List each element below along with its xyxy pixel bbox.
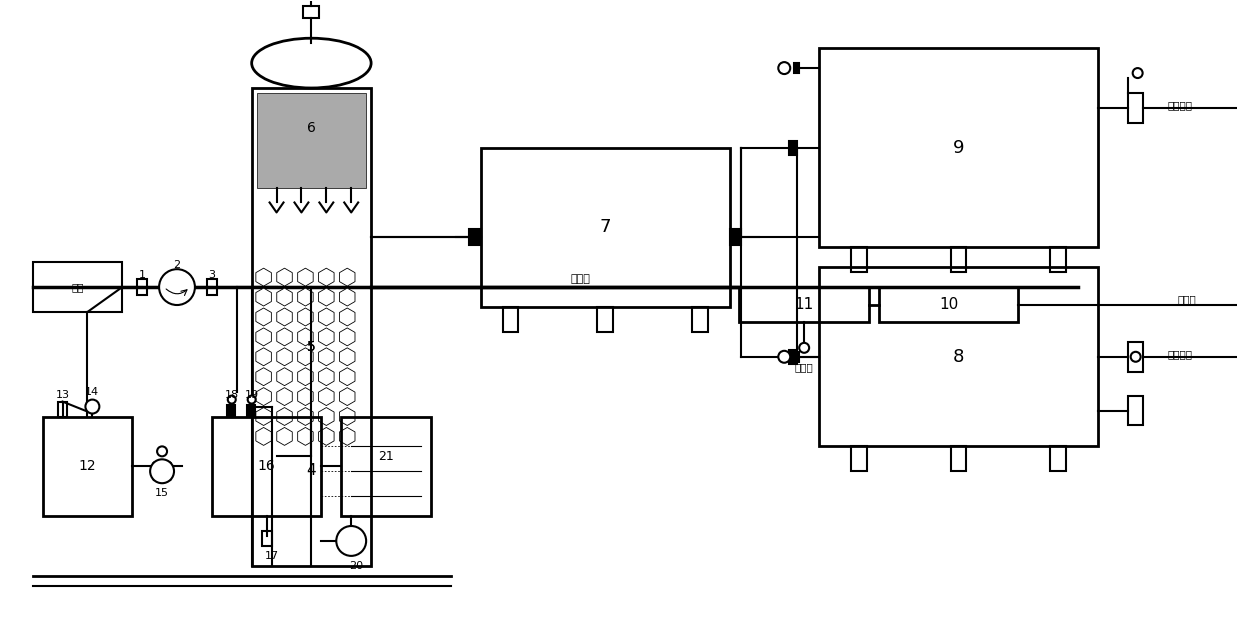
Bar bbox=[257, 93, 366, 188]
Text: 风机: 风机 bbox=[71, 282, 84, 292]
Text: 5: 5 bbox=[308, 340, 316, 354]
Text: 高温蔓汽: 高温蔓汽 bbox=[1168, 349, 1193, 359]
Bar bbox=[1050, 247, 1066, 272]
Bar bbox=[851, 446, 867, 471]
Ellipse shape bbox=[252, 38, 371, 88]
Text: 循环水: 循环水 bbox=[1178, 294, 1197, 305]
Text: 17: 17 bbox=[264, 551, 279, 561]
Circle shape bbox=[336, 526, 366, 556]
Text: 不凝气: 不凝气 bbox=[570, 274, 590, 284]
Bar bbox=[304, 6, 320, 19]
Bar bbox=[57, 402, 67, 416]
Bar bbox=[32, 262, 123, 312]
Text: 21: 21 bbox=[378, 450, 394, 463]
Text: 3: 3 bbox=[208, 270, 216, 280]
Bar bbox=[341, 416, 430, 516]
Bar bbox=[1127, 93, 1142, 123]
Circle shape bbox=[228, 395, 236, 404]
Bar bbox=[1050, 446, 1066, 471]
Bar bbox=[789, 141, 797, 155]
Text: 6: 6 bbox=[308, 121, 316, 135]
Text: 18: 18 bbox=[224, 389, 239, 400]
Bar bbox=[820, 267, 1097, 446]
Circle shape bbox=[779, 62, 790, 74]
Text: 排污口: 排污口 bbox=[795, 362, 813, 371]
Text: 达标排放: 达标排放 bbox=[1168, 100, 1193, 110]
Bar bbox=[227, 405, 234, 416]
Circle shape bbox=[86, 400, 99, 413]
Bar bbox=[469, 230, 481, 246]
Bar bbox=[262, 531, 272, 546]
Bar bbox=[794, 352, 800, 362]
Circle shape bbox=[1131, 352, 1141, 362]
Circle shape bbox=[150, 459, 174, 483]
Bar bbox=[879, 287, 1018, 322]
Circle shape bbox=[779, 351, 790, 363]
Bar bbox=[851, 247, 867, 272]
Circle shape bbox=[248, 395, 255, 404]
Bar bbox=[794, 63, 800, 73]
Text: 11: 11 bbox=[795, 297, 813, 312]
Bar bbox=[820, 48, 1097, 247]
Bar bbox=[138, 279, 148, 295]
Text: 19: 19 bbox=[244, 389, 259, 400]
Text: 5: 5 bbox=[308, 340, 316, 354]
Bar bbox=[42, 416, 133, 516]
Bar bbox=[598, 307, 613, 332]
Text: 7: 7 bbox=[599, 218, 611, 236]
Text: 16: 16 bbox=[258, 459, 275, 473]
Text: 12: 12 bbox=[78, 459, 97, 473]
Bar bbox=[729, 230, 742, 246]
Bar bbox=[1127, 342, 1142, 371]
Circle shape bbox=[157, 446, 167, 457]
Bar bbox=[212, 416, 321, 516]
Circle shape bbox=[800, 343, 810, 353]
Bar bbox=[1127, 395, 1142, 426]
Text: 2: 2 bbox=[174, 260, 181, 270]
Text: 13: 13 bbox=[56, 389, 69, 400]
Text: 20: 20 bbox=[350, 561, 363, 571]
Bar bbox=[739, 287, 869, 322]
Text: 14: 14 bbox=[86, 387, 99, 397]
Bar bbox=[692, 307, 708, 332]
Text: 4: 4 bbox=[306, 463, 316, 478]
Text: 8: 8 bbox=[952, 348, 965, 366]
Circle shape bbox=[1132, 68, 1142, 78]
Bar bbox=[951, 446, 966, 471]
Circle shape bbox=[159, 269, 195, 305]
Text: 15: 15 bbox=[155, 488, 169, 498]
Bar bbox=[252, 88, 371, 566]
Bar bbox=[247, 405, 254, 416]
Bar bbox=[951, 247, 966, 272]
Bar bbox=[789, 350, 797, 364]
Bar bbox=[481, 147, 729, 307]
Text: 9: 9 bbox=[952, 139, 965, 157]
Text: 10: 10 bbox=[939, 297, 959, 312]
Text: 1: 1 bbox=[139, 270, 145, 280]
Bar bbox=[502, 307, 518, 332]
Bar bbox=[207, 279, 217, 295]
